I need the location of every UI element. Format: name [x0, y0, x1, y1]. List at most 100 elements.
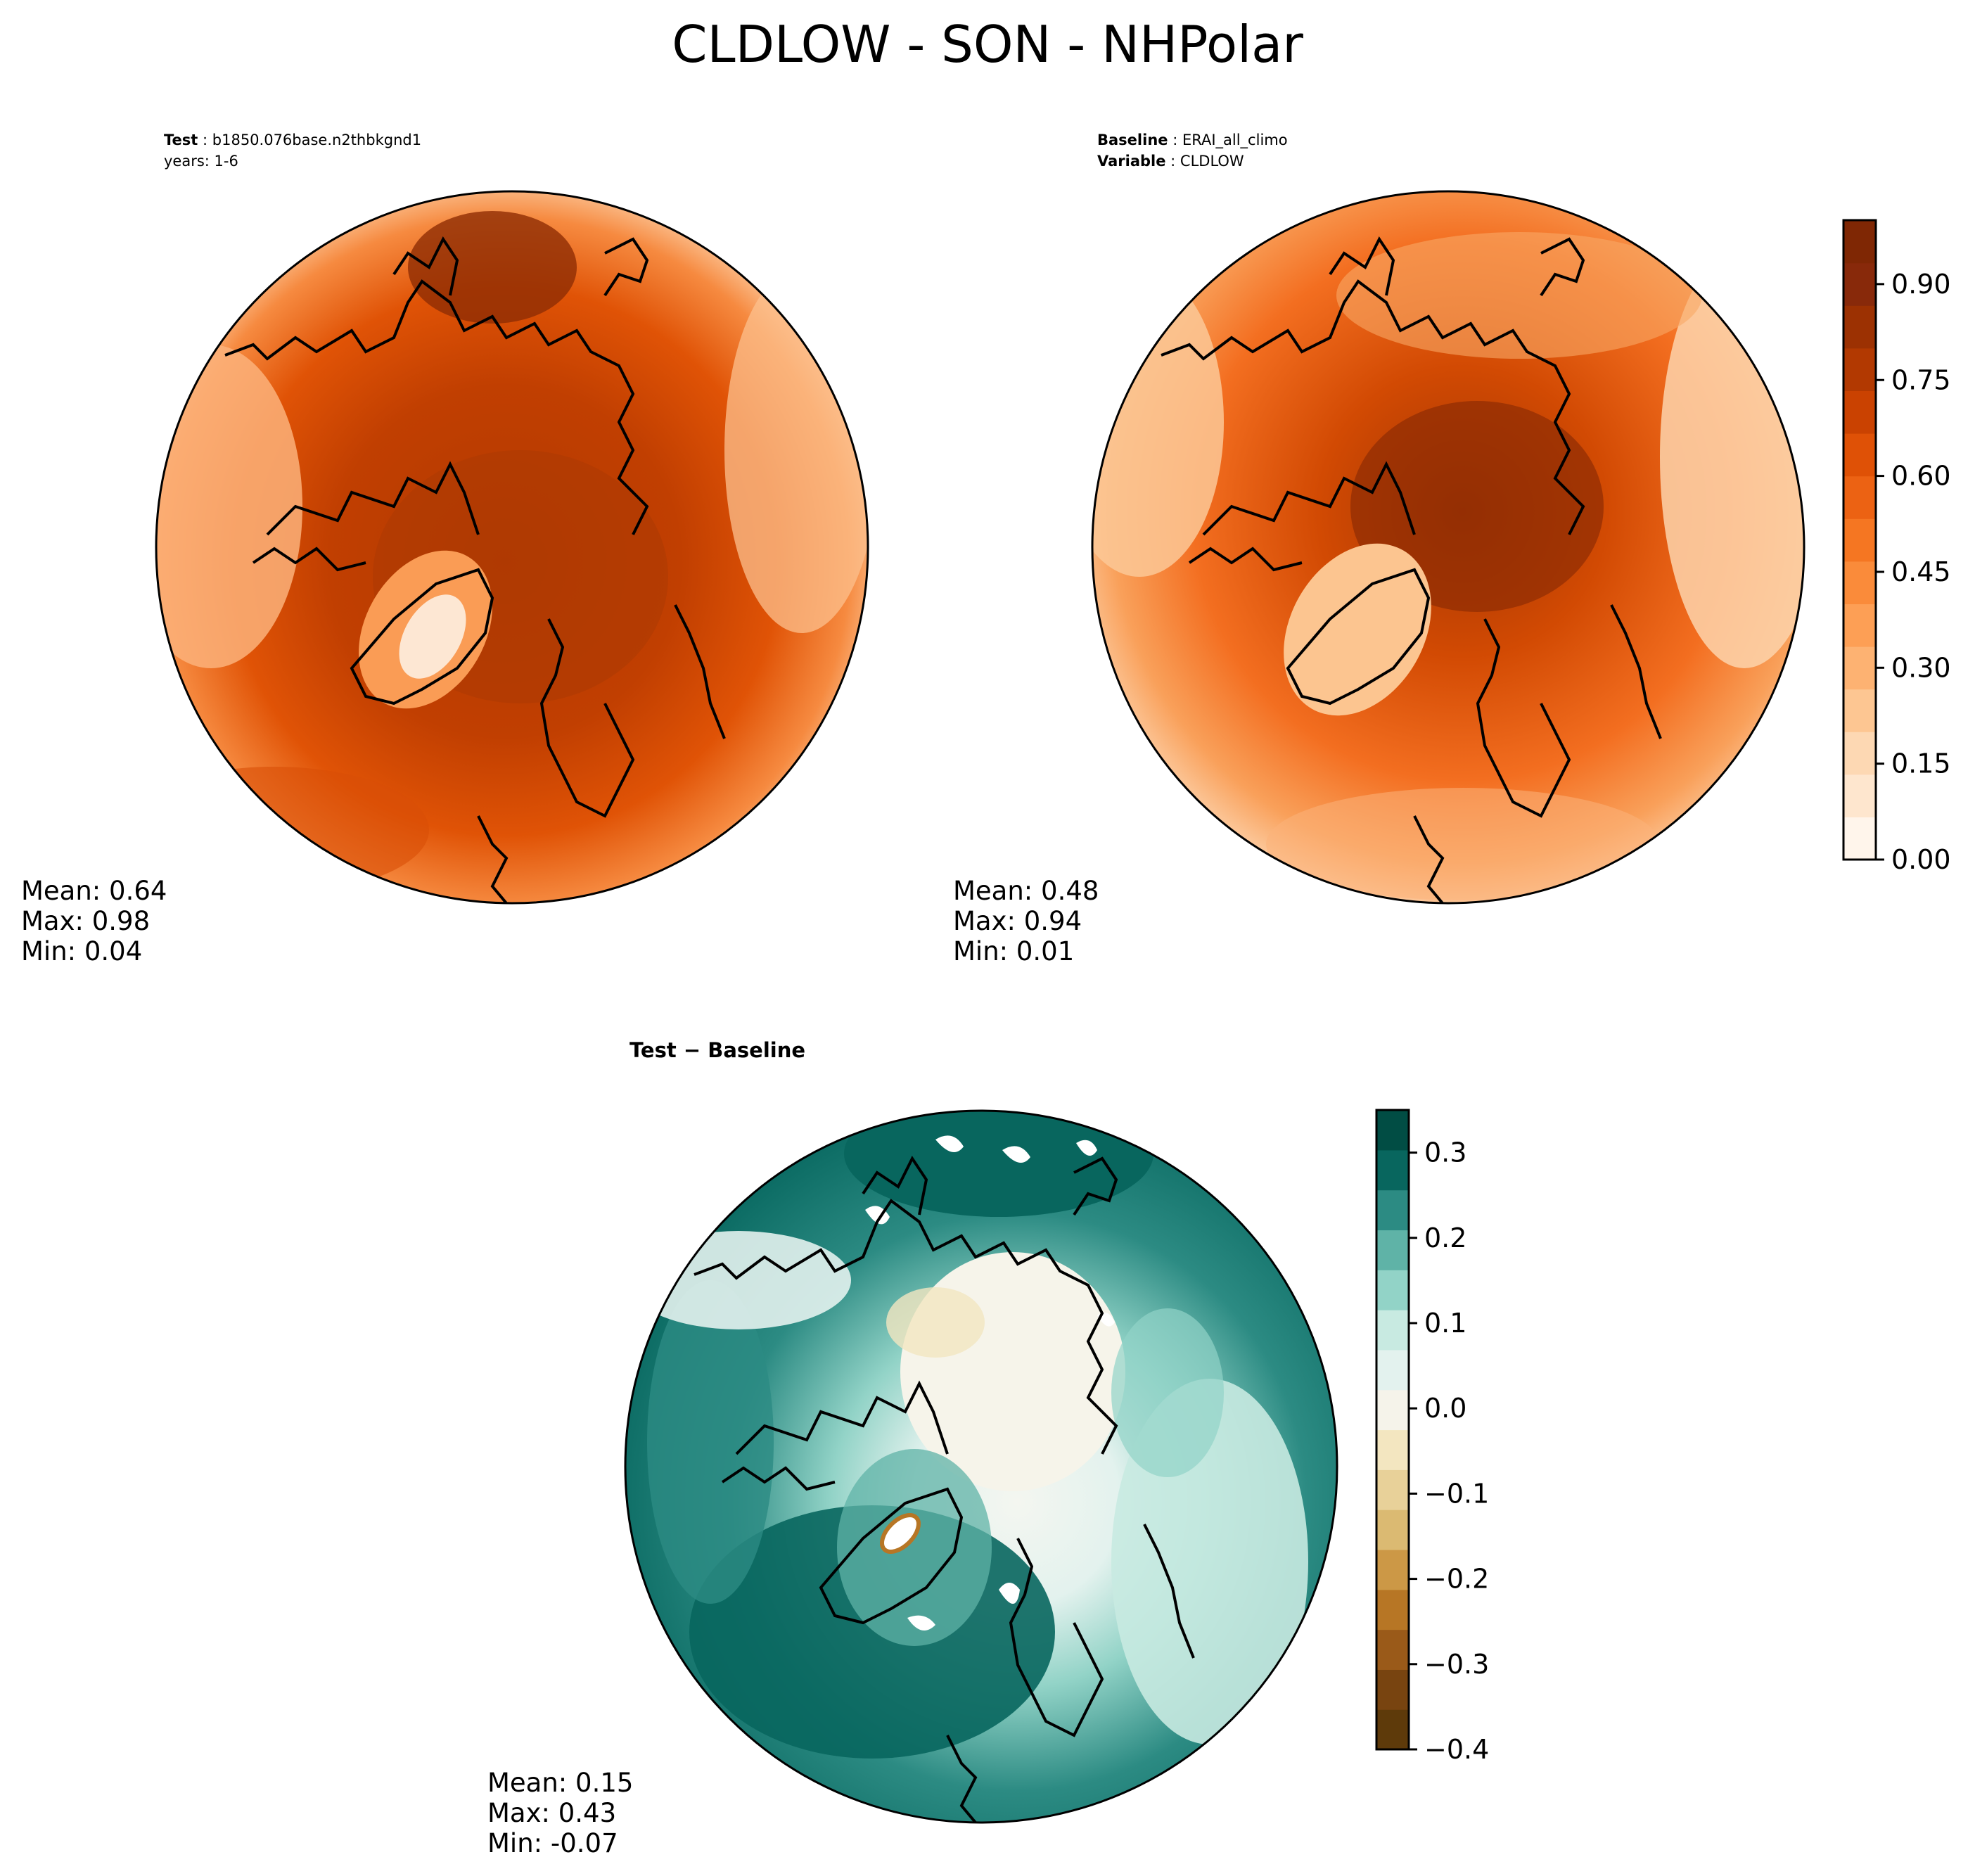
brbg-colorbar-band	[1376, 1310, 1409, 1351]
oranges-colorbar-band	[1843, 561, 1876, 604]
difference-label: Test − Baseline	[629, 1038, 805, 1062]
difference-max: Max: 0.43	[487, 1798, 616, 1828]
brbg-colorbar-tick-label: 0.0	[1424, 1393, 1466, 1424]
difference-map-band	[647, 1280, 774, 1604]
oranges-colorbar-tick-label: 0.30	[1891, 652, 1951, 683]
test-max: Max: 0.98	[21, 906, 150, 936]
masked-region	[999, 1583, 1020, 1604]
test-map-frame	[155, 190, 869, 905]
baseline-map-frame	[1091, 190, 1805, 905]
test-years: years: 1-6	[164, 153, 238, 170]
baseline-variable-value: CLDLOW	[1180, 153, 1244, 170]
oranges-colorbar-band	[1843, 262, 1876, 306]
oranges-colorbar-band	[1843, 305, 1876, 349]
difference-map-band	[1111, 1308, 1224, 1477]
baseline-map-band	[1092, 267, 1224, 577]
test-map-band	[408, 211, 577, 324]
brbg-colorbar-band	[1376, 1189, 1409, 1231]
test-map-band	[156, 767, 429, 893]
greenland-low	[1284, 543, 1431, 716]
oranges-colorbar-ticks: 0.00 0.15 0.30 0.45 0.60 0.75 0.90	[1876, 269, 1951, 875]
test-map-band	[156, 345, 302, 668]
brbg-colorbar-band	[1376, 1149, 1409, 1191]
brbg-colorbar-tick-label: −0.1	[1424, 1478, 1489, 1509]
masked-region	[907, 1615, 935, 1631]
difference-map-band	[844, 1111, 1153, 1217]
oranges-colorbar-tick-label: 0.00	[1891, 844, 1951, 875]
baseline-map-band	[1266, 788, 1660, 900]
test-label-value: b1850.076base.n2thbkgnd1	[212, 132, 421, 148]
brbg-colorbar-band	[1376, 1629, 1409, 1670]
brbg-colorbar-ticks: −0.4 −0.3 −0.2 −0.1 0.0 0.1 0.2 0.3	[1409, 1137, 1489, 1765]
brbg-colorbar-band	[1376, 1429, 1409, 1470]
difference-map-frame	[624, 1109, 1338, 1824]
masked-region	[1002, 1146, 1030, 1163]
figure-title: CLDLOW - SON - NHPolar	[672, 15, 1303, 74]
brbg-colorbar-band	[1376, 1669, 1409, 1710]
brbg-colorbar-band	[1376, 1469, 1409, 1510]
oranges-colorbar-tick-label: 0.90	[1891, 269, 1951, 300]
oranges-colorbar-band	[1843, 732, 1876, 775]
oranges-colorbar-tick-label: 0.75	[1891, 364, 1951, 395]
brbg-colorbar-band	[1376, 1110, 1409, 1151]
baseline-min: Min: 0.01	[953, 936, 1074, 966]
difference-map-band	[886, 1287, 985, 1358]
test-label-key: Test	[164, 132, 198, 148]
oranges-colorbar-tick-label: 0.60	[1891, 461, 1951, 492]
oranges-colorbar-band	[1843, 604, 1876, 647]
difference-panel: Test − Baseline	[487, 1038, 1489, 1858]
brbg-colorbar-band	[1376, 1589, 1409, 1631]
baseline-label: Baseline : ERAI_all_climo	[1097, 132, 1288, 149]
oranges-colorbar-band	[1843, 774, 1876, 817]
baseline-panel: Baseline : ERAI_all_climo Variable : CLD…	[953, 132, 1951, 966]
baseline-variable-key: Variable	[1097, 153, 1165, 170]
test-min: Min: 0.04	[21, 936, 142, 966]
oranges-colorbar-band	[1843, 476, 1876, 519]
difference-map	[625, 1111, 1337, 1823]
brbg-colorbar-band	[1376, 1389, 1409, 1431]
baseline-map	[1092, 191, 1804, 903]
test-panel: Test : b1850.076base.n2thbkgnd1 years: 1…	[21, 132, 869, 966]
oranges-colorbar-band	[1843, 817, 1876, 860]
brbg-colorbar-tick-label: −0.3	[1424, 1649, 1489, 1680]
brbg-colorbar-bands	[1376, 1110, 1409, 1750]
masked-region	[935, 1135, 964, 1152]
baseline-map-band	[1336, 232, 1702, 359]
brbg-colorbar-tick-label: −0.2	[1424, 1564, 1489, 1595]
brbg-colorbar-band	[1376, 1270, 1409, 1310]
baseline-variable-sep: :	[1165, 153, 1180, 170]
oranges-colorbar-band	[1843, 646, 1876, 690]
brbg-colorbar-band	[1376, 1709, 1409, 1750]
baseline-max: Max: 0.94	[953, 906, 1082, 936]
brbg-colorbar-tick-label: 0.1	[1424, 1308, 1466, 1339]
oranges-colorbar-band	[1843, 433, 1876, 477]
test-label: Test : b1850.076base.n2thbkgnd1	[164, 132, 421, 148]
brbg-colorbar-tick-label: −0.4	[1424, 1734, 1489, 1765]
greenland-anomaly	[880, 1513, 921, 1554]
baseline-label-sep: :	[1168, 132, 1182, 148]
oranges-colorbar-bands	[1843, 220, 1876, 860]
test-label-sep: :	[198, 132, 212, 148]
brbg-colorbar-band	[1376, 1230, 1409, 1270]
masked-region	[1076, 1140, 1097, 1156]
coastlines	[694, 1156, 1230, 1823]
oranges-colorbar-frame	[1842, 219, 1877, 861]
oranges-colorbar-band	[1843, 347, 1876, 391]
test-map-band	[724, 267, 868, 633]
difference-min: Min: -0.07	[487, 1828, 618, 1858]
oranges-colorbar-band	[1843, 220, 1876, 264]
oranges-colorbar-tick-label: 0.45	[1891, 556, 1951, 587]
oranges-colorbar-band	[1843, 390, 1876, 434]
test-mean: Mean: 0.64	[21, 876, 167, 906]
oranges-colorbar-band	[1843, 518, 1876, 562]
baseline-label-value: ERAI_all_climo	[1182, 132, 1288, 149]
baseline-label-key: Baseline	[1097, 132, 1168, 148]
brbg-colorbar-band	[1376, 1510, 1409, 1550]
greenland-low	[399, 594, 466, 679]
brbg-colorbar-tick-label: 0.2	[1424, 1223, 1466, 1253]
brbg-colorbar: −0.4 −0.3 −0.2 −0.1 0.0 0.1 0.2 0.3	[1375, 1109, 1489, 1765]
brbg-colorbar-frame	[1375, 1109, 1410, 1751]
brbg-colorbar-tick-label: 0.3	[1424, 1137, 1466, 1168]
brbg-colorbar-band	[1376, 1349, 1409, 1391]
oranges-colorbar: 0.00 0.15 0.30 0.45 0.60 0.75 0.90	[1842, 219, 1951, 875]
